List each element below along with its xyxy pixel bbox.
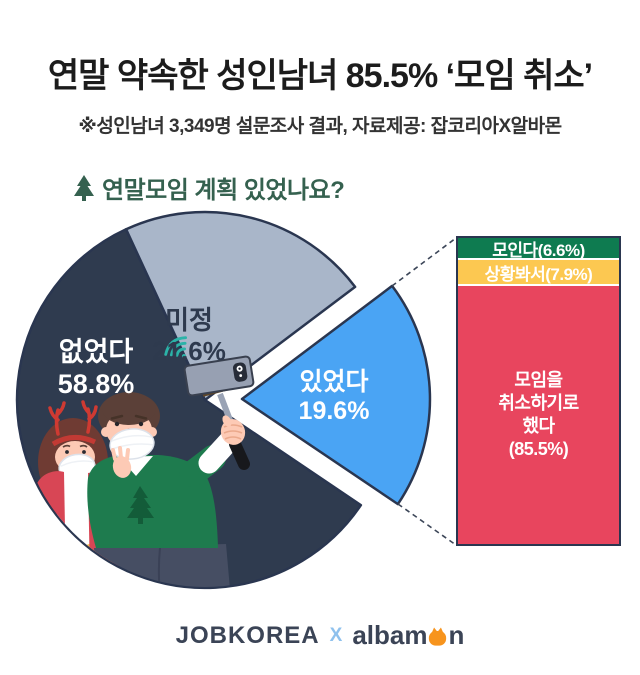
jobkorea-logo: JOBKOREA — [175, 621, 320, 649]
bar-segment-cancel: 모임을 취소하기로 했다 (85.5%) — [458, 284, 619, 544]
christmas-tree-motif — [127, 486, 154, 524]
wifi-icon — [164, 336, 188, 358]
man-grip-hand — [220, 415, 246, 445]
chart-question: 연말모임 계획 있었나요? — [74, 170, 345, 205]
pie-slice-yes-exploded — [240, 284, 432, 506]
man-gesture-hand — [111, 446, 132, 478]
reindeer-antlers-icon — [48, 400, 98, 436]
man-pants — [94, 544, 232, 587]
selfie-phone — [183, 355, 255, 397]
albamon-logo: albam n — [352, 620, 465, 650]
pine-tree-icon — [74, 174, 94, 201]
pie-label-none: 없었다 58.8% — [57, 337, 135, 399]
phone-camera — [232, 362, 248, 382]
bar-segment-meet: 모인다(6.6%) — [458, 238, 619, 260]
man-figure — [87, 392, 241, 587]
dashed-connector-top — [391, 237, 457, 287]
albamon-o-icon — [429, 627, 447, 646]
question-label: 연말모임 계획 있었나요? — [102, 177, 345, 204]
pie-slice-undecided — [124, 210, 357, 402]
bar-segment-wait: 상황봐서(7.9%) — [458, 258, 619, 285]
page-title: 연말 약속한 성인남녀 85.5% ‘모임 취소’ — [47, 57, 593, 95]
footer-logos: JOBKOREA X albam n — [0, 620, 640, 651]
survey-note: ※성인남녀 3,349명 설문조사 결과, 자료제공: 잡코리아X알바몬 — [78, 116, 562, 137]
pie-label-yes: 있었다 19.6% — [298, 368, 370, 425]
logo-x-separator: X — [329, 624, 343, 646]
headband — [51, 435, 97, 447]
dashed-connector-bottom — [397, 503, 457, 546]
man-shirt-sleeve — [198, 429, 241, 474]
breakdown-bar: 모인다(6.6%) 상황봐서(7.9%) 모임을 취소하기로 했다 (85.5%… — [456, 236, 621, 546]
pie-label-undecided: 미정 21.6% — [152, 305, 226, 366]
